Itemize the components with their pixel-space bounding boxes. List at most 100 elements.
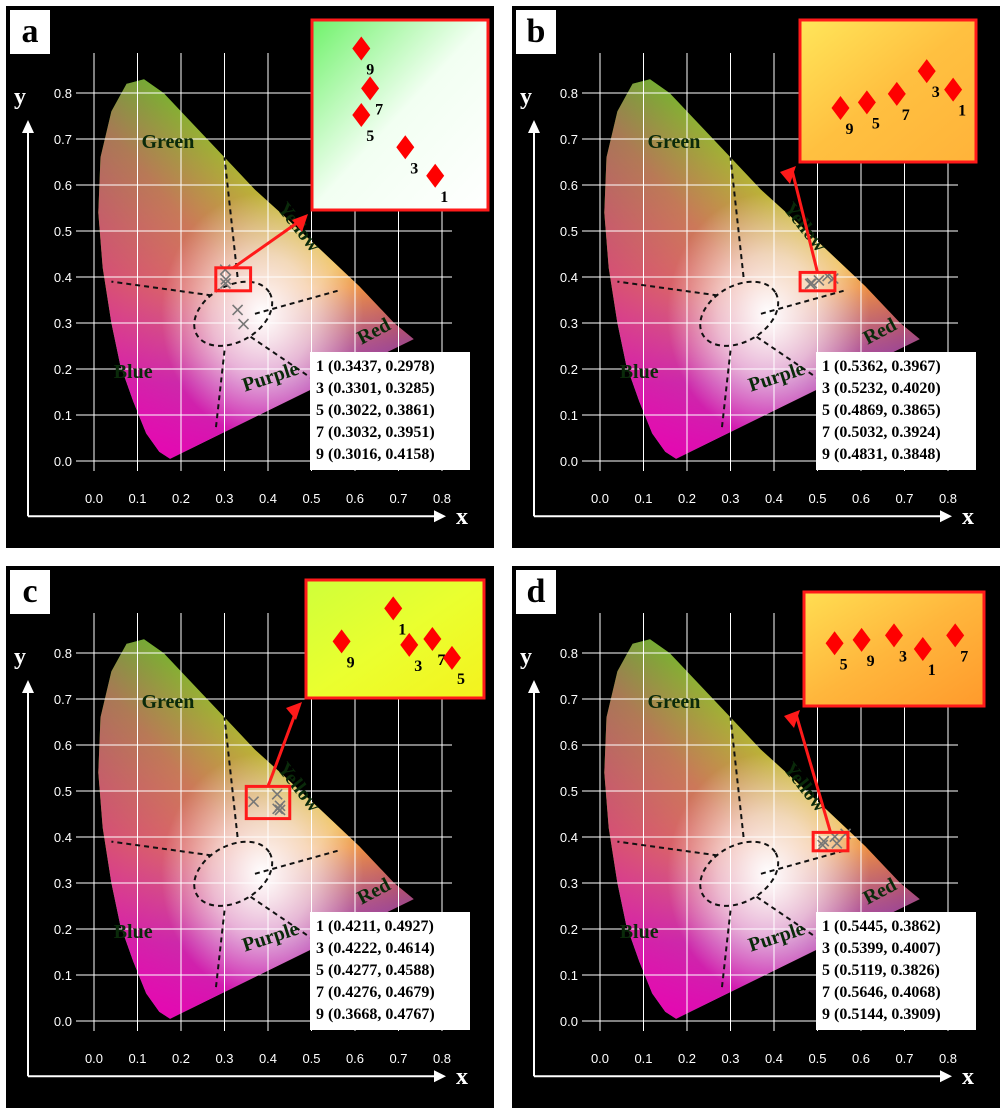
zoom-arrow xyxy=(232,216,305,270)
y-axis-arrow xyxy=(528,120,540,133)
inset-marker-label: 3 xyxy=(410,160,418,177)
zoom-arrow-head xyxy=(292,214,308,232)
x-tick-label: 0.8 xyxy=(433,1051,451,1066)
zoom-inset xyxy=(310,18,490,212)
x-tick-label: 0.0 xyxy=(85,1051,103,1066)
data-point xyxy=(827,272,839,285)
white-point-ellipse xyxy=(699,840,780,907)
data-point xyxy=(219,277,232,289)
y-tick-label: 0.0 xyxy=(54,454,72,469)
inset-marker-label: 7 xyxy=(437,652,445,669)
inset-marker-label: 7 xyxy=(375,101,383,118)
inset-marker xyxy=(857,90,876,115)
inset-marker xyxy=(946,623,965,648)
inset-marker xyxy=(400,632,419,657)
zoom-arrow-head xyxy=(784,710,800,728)
x-tick-label: 0.1 xyxy=(128,491,146,506)
x-tick-label: 0.2 xyxy=(172,1051,190,1066)
y-tick-label: 0.5 xyxy=(560,784,578,799)
y-tick-label: 0.3 xyxy=(560,876,578,891)
cie-panel-b: GreenYellowRedPurpleBluexy0.00.10.20.30.… xyxy=(512,6,1000,548)
legend-row: 9 (0.3668, 0.4767) xyxy=(316,1006,435,1023)
region-label: Blue xyxy=(114,361,153,383)
y-tick-label: 0.8 xyxy=(560,86,578,101)
region-label: Green xyxy=(647,691,700,713)
x-tick-label: 0.5 xyxy=(302,1051,320,1066)
legend-row: 7 (0.3032, 0.3951) xyxy=(316,424,435,441)
legend-row: 7 (0.4276, 0.4679) xyxy=(316,984,435,1001)
zoom-arrow-head xyxy=(780,166,796,184)
panel-label: d xyxy=(516,570,556,614)
y-tick-label: 0.2 xyxy=(54,922,72,937)
y-tick-label: 0.6 xyxy=(54,738,72,753)
inset-marker-label: 7 xyxy=(960,648,968,665)
y-tick-label: 0.7 xyxy=(54,692,72,707)
legend-row: 3 (0.5232, 0.4020) xyxy=(822,380,941,397)
legend-row: 1 (0.4211, 0.4927) xyxy=(316,918,434,935)
zoom-arrow xyxy=(794,713,832,833)
inset-marker-label: 1 xyxy=(398,621,406,638)
white-point-ellipse xyxy=(193,840,274,907)
legend-row: 9 (0.3016, 0.4158) xyxy=(316,446,435,463)
x-tick-label: 0.4 xyxy=(259,491,277,506)
cie-panel-a: GreenYellowRedPurpleBluexy0.00.10.20.30.… xyxy=(6,6,494,548)
panel-label: c xyxy=(10,570,50,614)
y-tick-label: 0.6 xyxy=(560,178,578,193)
region-boundaries xyxy=(617,157,844,429)
data-point xyxy=(804,278,816,290)
legend-row: 1 (0.5362, 0.3967) xyxy=(822,358,941,375)
legend-row: 5 (0.5119, 0.3826) xyxy=(822,962,940,979)
zoom-box xyxy=(244,784,292,821)
zoom-box xyxy=(811,830,850,853)
x-tick-label: 0.5 xyxy=(808,1051,826,1066)
x-tick-label: 0.8 xyxy=(939,491,957,506)
data-point xyxy=(818,835,830,847)
x-tick-label: 0.0 xyxy=(591,491,609,506)
region-label: Green xyxy=(141,131,194,153)
inset-marker-label: 1 xyxy=(958,103,966,120)
y-tick-label: 0.2 xyxy=(54,362,72,377)
y-axis-label: y xyxy=(14,644,26,670)
white-point-ellipse xyxy=(699,280,780,347)
y-axis-arrow xyxy=(22,680,34,693)
region-label: Green xyxy=(647,131,700,153)
legend-row: 7 (0.5646, 0.4068) xyxy=(822,984,941,1001)
data-point xyxy=(232,304,244,316)
y-tick-label: 0.1 xyxy=(560,408,578,423)
legend-row: 1 (0.5445, 0.3862) xyxy=(822,918,941,935)
inset-marker xyxy=(944,77,963,102)
x-tick-label: 0.3 xyxy=(721,491,739,506)
legend-row: 7 (0.5032, 0.3924) xyxy=(822,424,941,441)
inset-marker-label: 5 xyxy=(872,115,880,132)
inset-marker xyxy=(825,631,844,656)
inset-marker-label: 9 xyxy=(347,654,355,671)
x-tick-label: 0.2 xyxy=(678,491,696,506)
inset-marker xyxy=(913,637,932,661)
x-axis-arrow xyxy=(940,1070,952,1083)
y-tick-label: 0.4 xyxy=(560,830,578,845)
inset-marker-label: 3 xyxy=(414,658,422,675)
x-tick-label: 0.0 xyxy=(591,1051,609,1066)
inset-marker xyxy=(885,623,903,648)
y-axis-label: y xyxy=(520,644,532,670)
y-tick-label: 0.7 xyxy=(54,132,72,147)
region-boundaries xyxy=(111,717,338,989)
y-tick-label: 0.5 xyxy=(560,224,578,239)
x-axis-label: x xyxy=(456,1064,468,1090)
inset-marker xyxy=(396,135,415,160)
y-tick-label: 0.4 xyxy=(560,270,578,285)
legend-row: 3 (0.5399, 0.4007) xyxy=(822,940,941,957)
y-tick-label: 0.2 xyxy=(560,922,578,937)
y-tick-label: 0.3 xyxy=(54,876,72,891)
x-tick-label: 0.5 xyxy=(808,491,826,506)
inset-marker-label: 5 xyxy=(457,671,465,688)
x-tick-label: 0.2 xyxy=(172,491,190,506)
data-point xyxy=(247,796,260,808)
x-tick-label: 0.1 xyxy=(634,491,652,506)
x-tick-label: 0.3 xyxy=(215,1051,233,1066)
zoom-arrow xyxy=(266,705,300,787)
data-point xyxy=(274,804,286,816)
inset-marker xyxy=(332,629,351,654)
x-tick-label: 0.1 xyxy=(634,1051,652,1066)
